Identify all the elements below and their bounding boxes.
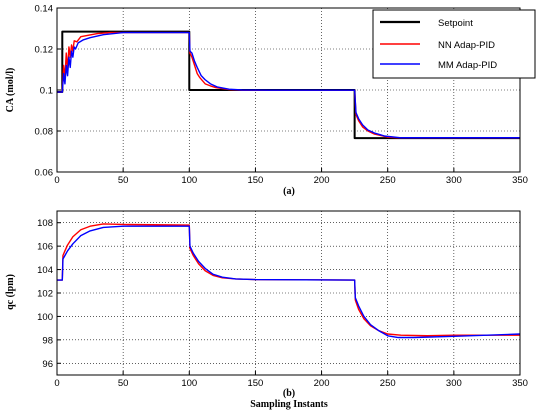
y-tick-label: 106 — [37, 242, 53, 253]
panel-b: 0 50 100 150 200 250 300 350 96 98 100 102 104 106 10… — [5, 210, 528, 410]
y-tick-label: 0.1 — [40, 86, 53, 97]
y-tick-label: 100 — [37, 312, 53, 323]
y-tick-label: 0.06 — [35, 168, 54, 179]
y-tick-label: 98 — [42, 335, 53, 346]
x-tick-label: 150 — [247, 378, 263, 389]
plot-frame-a — [56, 7, 521, 173]
x-tick-label: 300 — [446, 378, 462, 389]
panel-a: 0 50 100 150 200 250 300 350 0.06 0.08 0.1 0.12 0.1… — [5, 4, 536, 197]
y-tick-label: 104 — [37, 265, 53, 276]
series-line-mm-adap-pid — [57, 225, 521, 339]
x-tick-label: 100 — [181, 378, 197, 389]
x-tick-label: 200 — [314, 378, 330, 389]
y-tick-label: 102 — [37, 289, 53, 300]
legend-label-setpoint: Setpoint — [438, 18, 473, 29]
x-axis-label-b: Sampling Instants — [250, 399, 328, 410]
x-tick-label: 350 — [512, 378, 528, 389]
y-tick-label: 108 — [37, 218, 53, 229]
x-tick-label: 200 — [314, 175, 330, 186]
y-tick-label: 96 — [42, 359, 53, 370]
y-axis-label-b: qc (lpm) — [5, 274, 16, 310]
series-group-a — [57, 30, 520, 140]
series-line-nn-adap-pid — [57, 31, 520, 139]
x-tick-label: 150 — [247, 175, 263, 186]
x-tick-label: 50 — [118, 378, 129, 389]
panel-label-a: (a) — [283, 186, 295, 197]
y-tick-labels-a: 0.06 0.08 0.1 0.12 0.14 — [35, 4, 54, 179]
series-group-b — [57, 223, 521, 339]
x-tick-label: 250 — [380, 378, 396, 389]
legend-label-nn: NN Adap-PID — [438, 40, 495, 51]
y-axis-label-a: CA (mol/l) — [5, 68, 16, 113]
plot-frame-b — [56, 210, 521, 376]
x-tick-label: 0 — [54, 175, 59, 186]
x-tick-labels-a: 0 50 100 150 200 250 300 350 — [54, 175, 528, 186]
y-tick-label: 0.14 — [35, 4, 54, 15]
y-tick-labels-b: 96 98 100 102 104 106 108 — [37, 218, 53, 370]
x-tick-label: 300 — [446, 175, 462, 186]
x-tick-label: 350 — [512, 175, 528, 186]
x-tick-label: 50 — [118, 175, 129, 186]
legend-label-mm: MM Adap-PID — [438, 60, 497, 71]
x-tick-label: 100 — [181, 175, 197, 186]
panel-label-b: (b) — [283, 388, 295, 399]
y-tick-label: 0.08 — [35, 127, 54, 138]
x-tick-label: 250 — [380, 175, 396, 186]
x-tick-labels-b: 0 50 100 150 200 250 300 350 — [54, 378, 528, 389]
legend: Setpoint NN Adap-PID MM Adap-PID — [372, 9, 536, 79]
x-tick-label: 0 — [54, 378, 59, 389]
series-line-mm-adap-pid — [57, 31, 520, 139]
y-tick-label: 0.12 — [35, 45, 54, 56]
